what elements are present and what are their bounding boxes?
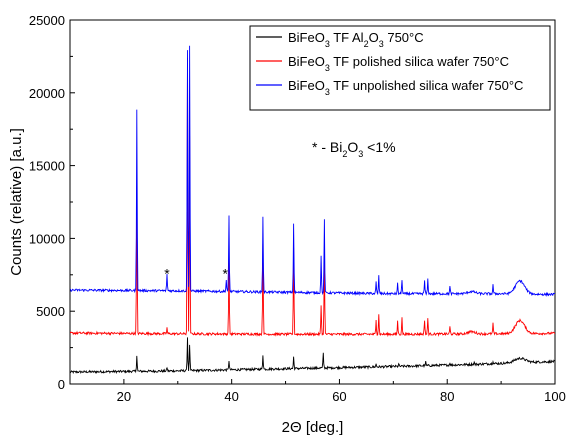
x-tick-label: 80	[440, 389, 454, 404]
y-tick-label: 25000	[29, 13, 65, 28]
legend-label-2: BiFeO3 TF polished silica wafer 750°C	[288, 54, 509, 73]
impurity-annotation: * - Bi2O3 <1%	[312, 139, 396, 159]
impurity-star-2: *	[222, 265, 228, 281]
series-group	[70, 45, 555, 375]
y-tick-label: 10000	[29, 231, 65, 246]
series-line-1	[70, 337, 555, 375]
x-tick-label: 20	[117, 389, 131, 404]
x-axis-title: 2Θ [deg.]	[282, 419, 344, 436]
y-tick-label: 20000	[29, 86, 65, 101]
y-tick-label: 5000	[36, 304, 65, 319]
legend-box	[249, 25, 551, 111]
impurity-star-1: *	[164, 265, 170, 281]
x-tick-label: 40	[224, 389, 238, 404]
y-tick-label: 15000	[29, 159, 65, 174]
series-line-3	[70, 45, 555, 297]
legend-label-3: BiFeO3 TF unpolished silica wafer 750°C	[288, 78, 523, 97]
y-tick-label: 0	[58, 377, 65, 392]
legend-label-1: BiFeO3 TF Al2O3 750°C	[288, 30, 424, 49]
series-line-2	[70, 57, 555, 338]
y-axis-title: Counts (relative) [a.u.]	[8, 128, 25, 276]
x-tick-label: 60	[332, 389, 346, 404]
x-tick-label: 100	[544, 389, 566, 404]
